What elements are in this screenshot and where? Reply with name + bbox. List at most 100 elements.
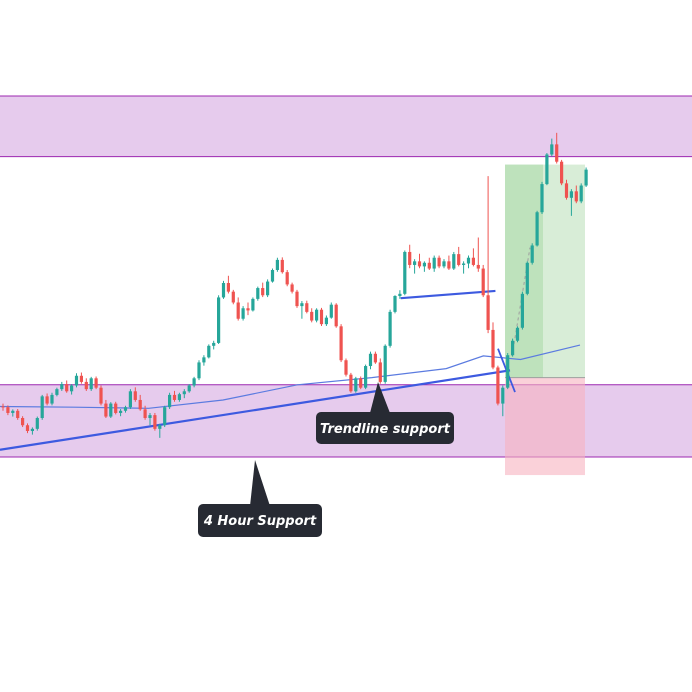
candle-body — [393, 295, 397, 312]
resistance-zone — [0, 96, 692, 157]
candle-body — [359, 378, 363, 388]
candle-body — [226, 282, 230, 292]
candle — [515, 326, 520, 343]
candle-body — [55, 389, 59, 395]
candle — [550, 138, 554, 157]
candle — [256, 286, 260, 301]
candle-body — [452, 254, 456, 269]
trendline-support-callout: Trendline support — [316, 382, 454, 444]
candle — [55, 387, 59, 397]
candle-body — [231, 291, 235, 303]
candle-body — [119, 410, 123, 413]
candle — [94, 376, 98, 390]
candle-body — [163, 407, 167, 426]
candle — [511, 338, 515, 357]
candle — [217, 295, 221, 345]
candle — [148, 412, 152, 426]
candle-body — [261, 288, 265, 296]
position-layer — [505, 164, 585, 476]
candle — [280, 257, 284, 274]
candle-body — [344, 360, 348, 375]
candle — [25, 423, 30, 434]
candle — [114, 401, 118, 415]
candle-body — [21, 418, 25, 426]
candle-body — [491, 329, 495, 368]
candle — [187, 384, 191, 393]
candle — [403, 250, 407, 296]
candle-body — [114, 403, 118, 413]
candle — [300, 301, 304, 319]
trendline-support-pointer — [370, 382, 390, 413]
candle — [388, 309, 392, 348]
candle — [452, 251, 456, 271]
candle — [192, 376, 196, 388]
candle — [226, 275, 230, 294]
stop-zone — [505, 377, 585, 476]
candle — [251, 297, 255, 312]
candle — [177, 392, 181, 402]
candle-body — [158, 425, 162, 429]
candle — [74, 373, 79, 388]
candle-body — [319, 309, 324, 325]
candle — [383, 344, 387, 384]
candle-body — [207, 345, 211, 358]
candle — [1, 403, 5, 411]
candle-body — [501, 387, 505, 404]
candle-body — [153, 415, 157, 429]
candle-body — [187, 385, 191, 392]
candle — [319, 307, 324, 326]
candle-body — [280, 259, 284, 273]
candle-body — [334, 304, 338, 327]
candle — [457, 246, 461, 267]
candle — [334, 303, 338, 328]
candle-body — [104, 403, 108, 417]
candle-body — [354, 378, 358, 392]
candle-body — [364, 366, 368, 388]
candle — [65, 380, 69, 393]
target-zone-filled — [505, 164, 543, 378]
candle — [241, 306, 245, 321]
candle-body — [569, 191, 573, 198]
candle — [437, 255, 441, 269]
candle — [6, 405, 10, 416]
candle-body — [437, 257, 441, 267]
candle — [45, 393, 49, 406]
candle-body — [45, 396, 49, 404]
candle-body — [511, 340, 515, 356]
candle — [525, 261, 529, 296]
candle-body — [339, 326, 343, 361]
candle-body — [398, 293, 402, 296]
candle-body — [417, 261, 422, 267]
candle — [275, 257, 279, 272]
candle — [344, 358, 348, 377]
candle-body — [349, 374, 353, 392]
candle — [290, 282, 294, 294]
candle — [579, 183, 583, 204]
candle-body — [74, 375, 79, 386]
candle — [324, 315, 328, 326]
candle-body — [148, 415, 152, 419]
candle-body — [574, 191, 578, 202]
candle-body — [11, 410, 15, 413]
candle — [70, 384, 74, 395]
candle — [84, 378, 88, 391]
candle — [540, 181, 544, 215]
candle-body — [413, 261, 417, 265]
candle-body — [545, 154, 549, 185]
candle — [40, 394, 44, 420]
candle-body — [266, 281, 270, 296]
candle — [310, 308, 314, 323]
candle-body — [99, 387, 103, 404]
candle — [261, 282, 265, 298]
candle — [143, 405, 147, 420]
candle — [486, 176, 490, 334]
candle — [133, 387, 137, 402]
candle-body — [295, 291, 299, 307]
candle-body — [520, 293, 524, 328]
candle — [496, 365, 500, 406]
candle-body — [422, 262, 426, 267]
short-trendline — [400, 289, 496, 300]
candle — [35, 416, 39, 431]
candle-body — [236, 302, 240, 319]
